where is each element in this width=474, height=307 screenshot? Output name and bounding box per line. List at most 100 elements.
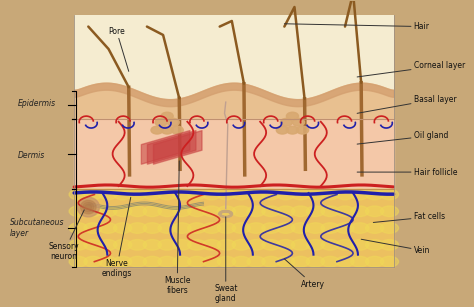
Ellipse shape (306, 206, 325, 216)
Ellipse shape (262, 239, 280, 250)
Ellipse shape (336, 189, 354, 200)
Ellipse shape (114, 189, 132, 200)
Ellipse shape (69, 189, 87, 200)
Text: Vein: Vein (361, 239, 430, 255)
Ellipse shape (292, 223, 310, 233)
Text: Muscle
fibers: Muscle fibers (164, 161, 191, 295)
Ellipse shape (306, 239, 325, 250)
Ellipse shape (286, 112, 299, 120)
Ellipse shape (262, 189, 280, 200)
Ellipse shape (151, 126, 163, 134)
Ellipse shape (143, 256, 162, 267)
Ellipse shape (114, 239, 132, 250)
Ellipse shape (232, 256, 250, 267)
Ellipse shape (218, 256, 236, 267)
Ellipse shape (292, 206, 310, 216)
Ellipse shape (202, 206, 221, 216)
Ellipse shape (85, 204, 91, 210)
Ellipse shape (292, 189, 310, 200)
Ellipse shape (202, 239, 221, 250)
Ellipse shape (99, 256, 117, 267)
Text: Corneal layer: Corneal layer (357, 61, 465, 77)
Ellipse shape (188, 189, 206, 200)
Text: Subcutaneous
layer: Subcutaneous layer (9, 218, 64, 238)
Ellipse shape (365, 223, 384, 233)
Ellipse shape (171, 126, 183, 134)
Ellipse shape (158, 206, 176, 216)
Text: Oil gland: Oil gland (357, 131, 448, 144)
Ellipse shape (128, 239, 146, 250)
Ellipse shape (81, 200, 96, 214)
Ellipse shape (114, 206, 132, 216)
Ellipse shape (292, 239, 310, 250)
Ellipse shape (158, 189, 176, 200)
Ellipse shape (99, 223, 117, 233)
Ellipse shape (69, 256, 87, 267)
Text: Dermis: Dermis (18, 151, 45, 160)
Ellipse shape (99, 239, 117, 250)
Ellipse shape (77, 197, 100, 217)
Ellipse shape (202, 223, 221, 233)
Ellipse shape (188, 223, 206, 233)
Ellipse shape (84, 223, 102, 233)
Ellipse shape (232, 223, 250, 233)
Ellipse shape (128, 223, 146, 233)
Text: Fat cells: Fat cells (374, 212, 445, 223)
Ellipse shape (173, 189, 191, 200)
Ellipse shape (128, 206, 146, 216)
Ellipse shape (173, 256, 191, 267)
Ellipse shape (276, 126, 288, 134)
Ellipse shape (161, 112, 173, 120)
Ellipse shape (232, 189, 250, 200)
Ellipse shape (247, 206, 265, 216)
Ellipse shape (84, 206, 102, 216)
Ellipse shape (173, 239, 191, 250)
Text: Sweat
gland: Sweat gland (214, 217, 237, 303)
Ellipse shape (218, 223, 236, 233)
Ellipse shape (143, 239, 162, 250)
Text: Epidermis: Epidermis (18, 99, 55, 108)
Ellipse shape (247, 189, 265, 200)
Ellipse shape (321, 239, 339, 250)
Ellipse shape (99, 189, 117, 200)
Ellipse shape (84, 256, 102, 267)
Ellipse shape (297, 126, 309, 134)
Text: Hair: Hair (284, 22, 430, 31)
Ellipse shape (262, 206, 280, 216)
Ellipse shape (292, 119, 305, 126)
Ellipse shape (218, 206, 236, 216)
Ellipse shape (188, 239, 206, 250)
Ellipse shape (292, 256, 310, 267)
Ellipse shape (277, 239, 295, 250)
FancyBboxPatch shape (74, 15, 393, 49)
Ellipse shape (336, 223, 354, 233)
Ellipse shape (336, 239, 354, 250)
Ellipse shape (321, 256, 339, 267)
Ellipse shape (202, 256, 221, 267)
Ellipse shape (351, 223, 369, 233)
Ellipse shape (321, 206, 339, 216)
Ellipse shape (306, 223, 325, 233)
Ellipse shape (84, 239, 102, 250)
Ellipse shape (280, 119, 292, 126)
Ellipse shape (277, 256, 295, 267)
Ellipse shape (380, 256, 399, 267)
Ellipse shape (155, 119, 167, 126)
Ellipse shape (218, 239, 236, 250)
Ellipse shape (336, 256, 354, 267)
Ellipse shape (69, 206, 87, 216)
Ellipse shape (365, 256, 384, 267)
Ellipse shape (232, 206, 250, 216)
Text: Nerve
endings: Nerve endings (101, 197, 132, 278)
Ellipse shape (247, 239, 265, 250)
Ellipse shape (351, 239, 369, 250)
Ellipse shape (277, 223, 295, 233)
Ellipse shape (128, 256, 146, 267)
Ellipse shape (84, 189, 102, 200)
Ellipse shape (128, 189, 146, 200)
Ellipse shape (277, 189, 295, 200)
Ellipse shape (69, 223, 87, 233)
Ellipse shape (321, 189, 339, 200)
Ellipse shape (380, 206, 399, 216)
Ellipse shape (351, 206, 369, 216)
